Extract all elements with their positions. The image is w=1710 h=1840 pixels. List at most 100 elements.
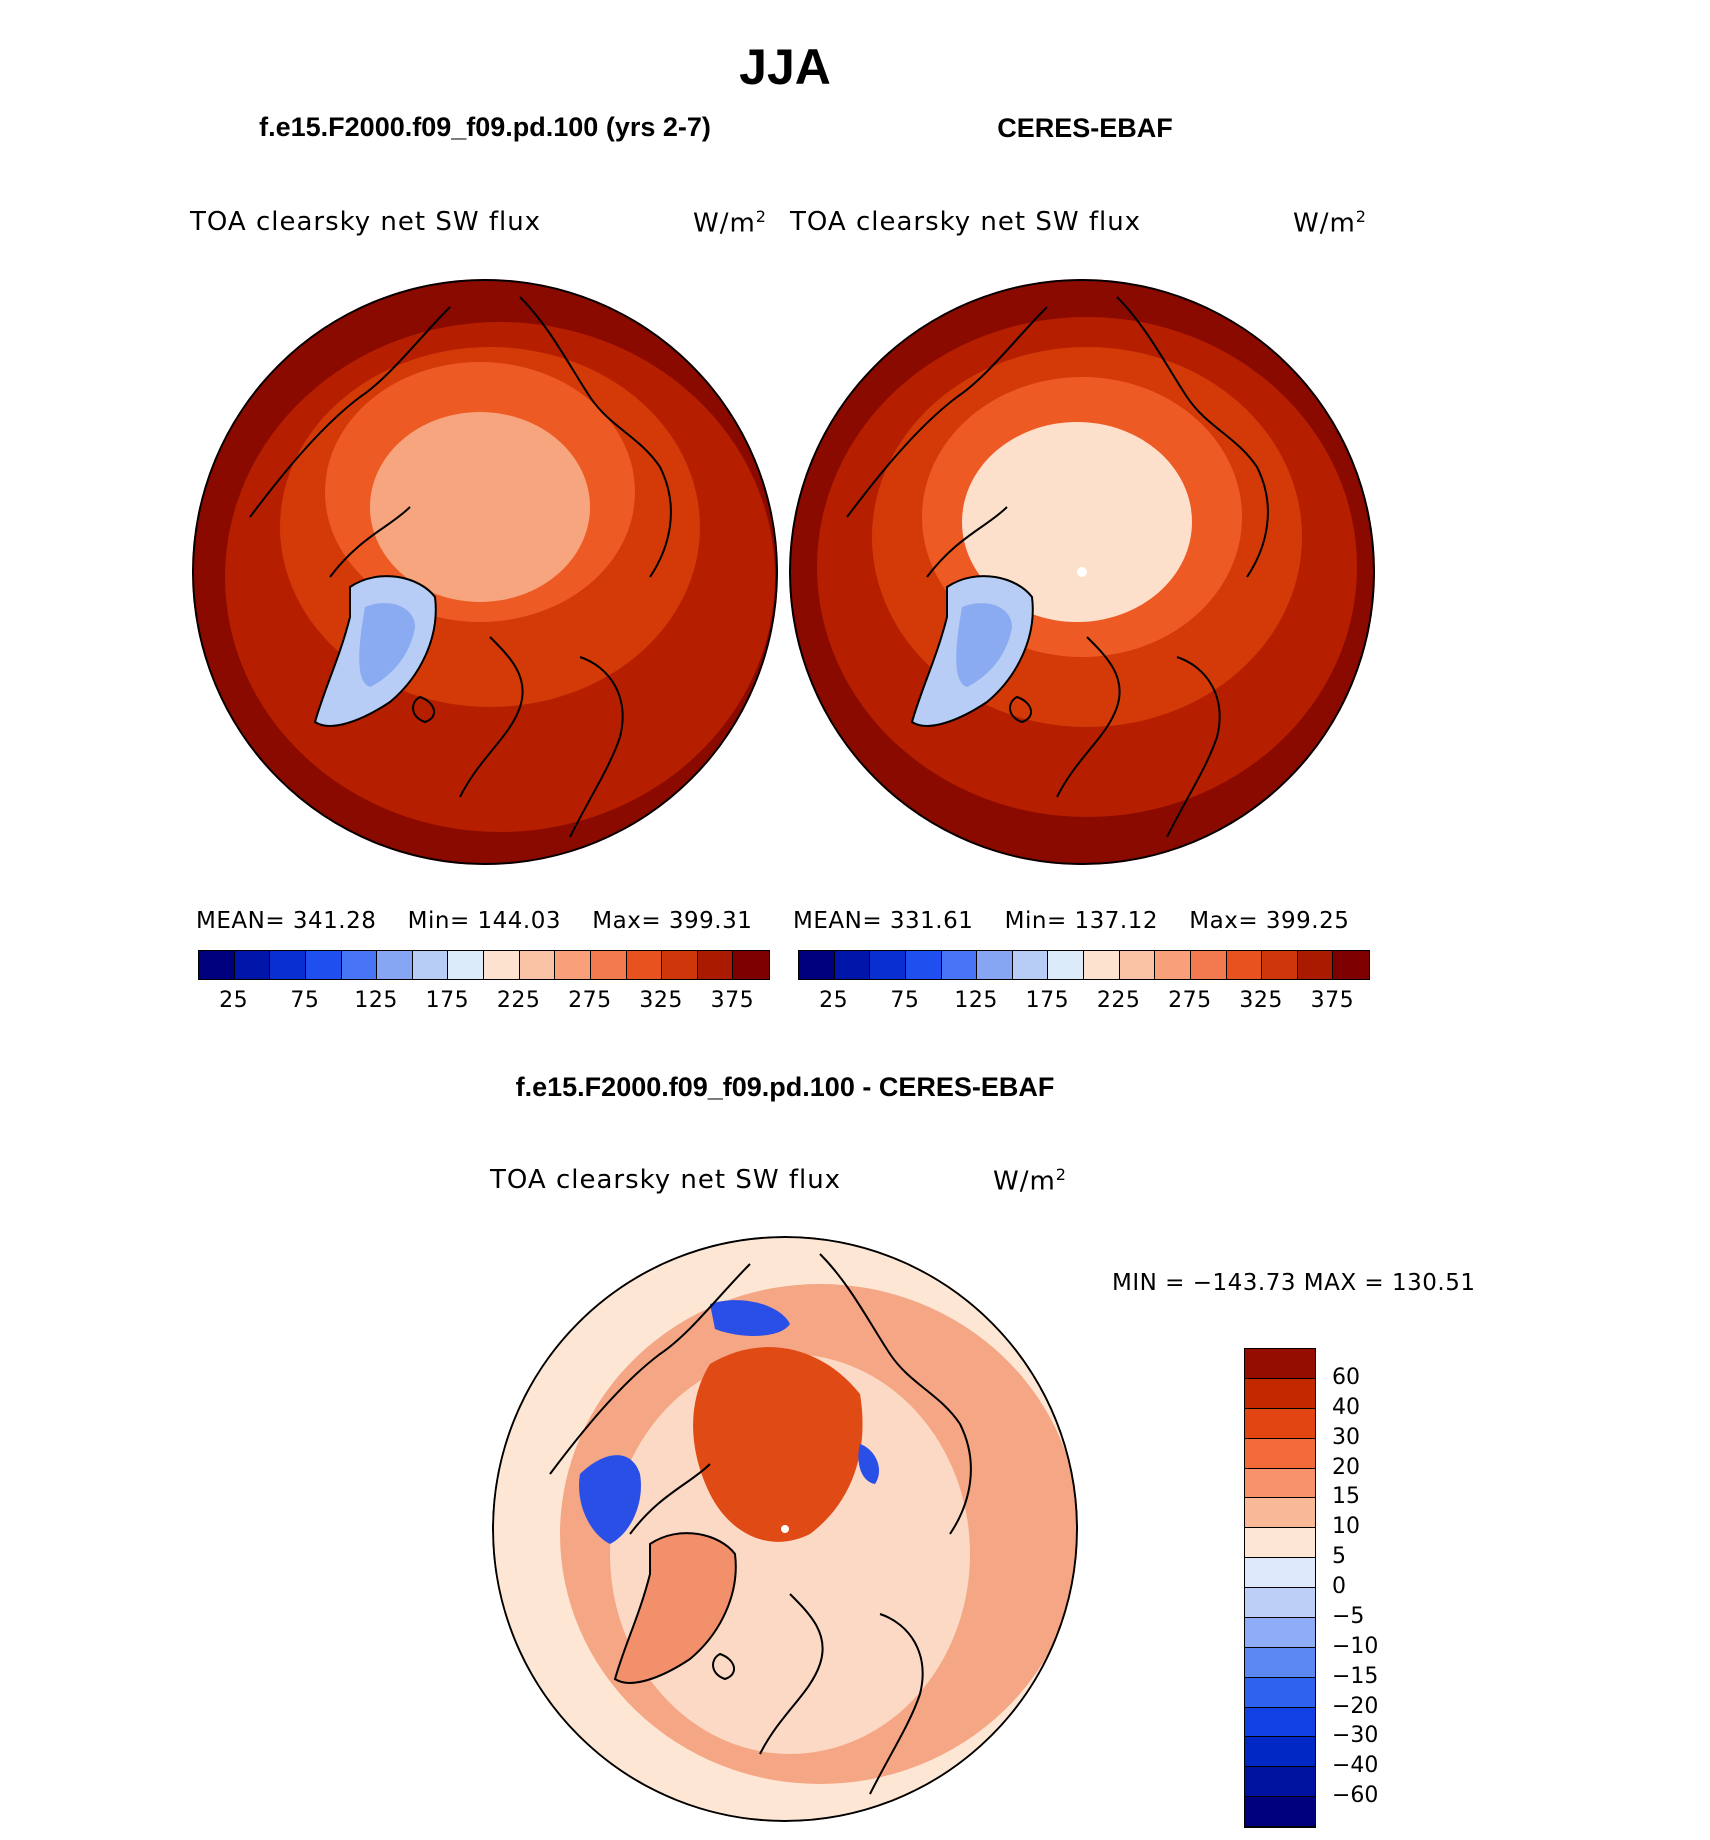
diff-colorbar-segment [1245, 1588, 1315, 1618]
figure-title: JJA [739, 39, 831, 95]
right-colorbar-segment [799, 951, 835, 979]
diff-map-siberia-negative [710, 1300, 790, 1336]
left-colorbar-segment [662, 951, 698, 979]
left-colorbar-segment [590, 951, 627, 979]
diff-colorbar-segment [1245, 1737, 1315, 1768]
right-colorbar-ticks: 25 75 125 175 225 275 325 375 [798, 988, 1370, 1018]
right-colorbar-segment [1297, 951, 1334, 979]
right-map-pole-mark [1077, 567, 1087, 577]
left-colorbar-segment [484, 951, 520, 979]
diff-colorbar-segment [1245, 1647, 1315, 1678]
left-colorbar-segment [305, 951, 342, 979]
left-panel-case-title: f.e15.F2000.f09_f09.pd.100 (yrs 2-7) [259, 112, 711, 142]
right-polar-map [789, 279, 1375, 865]
diff-colorbar-segment [1245, 1677, 1315, 1708]
diff-colorbar-tick-label: 20 [1332, 1454, 1360, 1480]
diff-units-text: W/m [993, 1166, 1056, 1197]
diff-colorbar-tick-label: −30 [1332, 1723, 1379, 1749]
left-units-text: W/m [693, 208, 756, 239]
right-stat-max: Max= 399.25 [1189, 908, 1350, 934]
diff-panel-case-title: f.e15.F2000.f09_f09.pd.100 - CERES-EBAF [515, 1072, 1055, 1102]
diff-colorbar-tick-label: 60 [1332, 1364, 1360, 1390]
left-stat-mean: MEAN= 341.28 [196, 908, 377, 934]
left-panel-units: W/m2 [693, 207, 767, 239]
right-colorbar-tick-label: 25 [819, 988, 849, 1013]
diff-colorbar-segment [1245, 1438, 1315, 1469]
left-colorbar-tick-label: 375 [710, 988, 755, 1013]
diff-map-coastlines [549, 1253, 972, 1795]
left-colorbar-segment [412, 951, 449, 979]
right-colorbar-segment [905, 951, 942, 979]
diff-colorbar-segment [1245, 1408, 1315, 1439]
diff-colorbar-segment [1245, 1528, 1315, 1559]
diff-colorbar-tick-label: 30 [1332, 1424, 1360, 1450]
right-colorbar-tick-label: 275 [1168, 988, 1212, 1013]
left-colorbar-tick-label: 275 [568, 988, 612, 1013]
right-colorbar-segment [941, 951, 978, 979]
right-colorbar-segment [1012, 951, 1049, 979]
left-colorbar-segment [234, 951, 271, 979]
diff-colorbar-tick-label: −15 [1332, 1663, 1379, 1689]
right-units-exp: 2 [1355, 207, 1367, 226]
right-colorbar-segment [1262, 951, 1298, 979]
left-colorbar-tick-label: 75 [290, 988, 320, 1013]
diff-colorbar-segment [1245, 1797, 1315, 1827]
left-map-coastlines [249, 296, 672, 838]
right-colorbar-tick-label: 325 [1239, 988, 1283, 1013]
left-panel-stats: MEAN= 341.28 Min= 144.03 Max= 399.31 [196, 908, 752, 934]
diff-map-rim [492, 1236, 1078, 1822]
diff-colorbar-ticks: 60 40 30 20 15 10 5 0 −5 −10 −15 −20 −30 −40 −60 [1332, 1348, 1392, 1828]
diff-colorbar-tick-label: −40 [1332, 1753, 1379, 1779]
left-map-arctic-ocean [370, 412, 590, 602]
right-colorbar-segment [1226, 951, 1263, 979]
left-units-exp: 2 [755, 207, 767, 226]
diff-map-archipelago-negative [579, 1455, 641, 1544]
right-colorbar-segment [1155, 951, 1191, 979]
right-colorbar-segment [977, 951, 1013, 979]
right-colorbar-tick-label: 375 [1310, 988, 1355, 1013]
diff-polar-map [492, 1236, 1078, 1822]
right-map-rim [789, 279, 1375, 865]
diff-panel-field-label: TOA clearsky net SW flux [490, 1165, 842, 1195]
left-colorbar-segment [377, 951, 413, 979]
left-colorbar-segment [448, 951, 484, 979]
right-colorbar-segment [1084, 951, 1120, 979]
left-colorbar-ticks: 25 75 125 175 225 275 325 375 [198, 988, 770, 1018]
right-stat-mean: MEAN= 331.61 [793, 908, 974, 934]
diff-colorbar-tick-label: 0 [1332, 1574, 1346, 1599]
left-colorbar-tick-label: 325 [639, 988, 683, 1013]
left-colorbar-tick-label: 25 [219, 988, 249, 1013]
left-colorbar-segment [555, 951, 591, 979]
left-colorbar-segment [270, 951, 306, 979]
right-colorbar-tick-label: 75 [890, 988, 920, 1013]
diff-colorbar-tick-label: −10 [1332, 1633, 1379, 1659]
right-panel-units: W/m2 [1293, 207, 1367, 239]
left-colorbar [198, 950, 770, 980]
left-colorbar-segment [626, 951, 663, 979]
right-map-arctic-ocean [962, 422, 1192, 622]
diff-map-pole-mark [781, 1525, 789, 1533]
left-colorbar-segment [697, 951, 734, 979]
diff-colorbar-segment [1245, 1498, 1315, 1529]
diff-colorbar-segment [1245, 1707, 1315, 1738]
diff-colorbar-tick-label: 10 [1332, 1514, 1360, 1540]
left-stat-min: Min= 144.03 [407, 908, 562, 934]
left-map-greenland-core [359, 603, 415, 687]
right-colorbar-segment [1119, 951, 1156, 979]
left-colorbar-segment [341, 951, 378, 979]
diff-colorbar-tick-label: −60 [1332, 1783, 1379, 1809]
diff-colorbar-segment [1245, 1558, 1315, 1588]
right-colorbar-segment [834, 951, 871, 979]
diff-units-exp: 2 [1055, 1165, 1067, 1184]
left-stat-max: Max= 399.31 [592, 908, 753, 934]
diff-map-arctic-positive [693, 1347, 863, 1542]
diff-colorbar-tick-label: −20 [1332, 1693, 1379, 1719]
diff-colorbar-segment [1245, 1617, 1315, 1648]
left-colorbar-tick-label: 175 [425, 988, 470, 1013]
right-colorbar-segment [1048, 951, 1084, 979]
right-colorbar-tick-label: 125 [954, 988, 998, 1013]
right-panel-field-label: TOA clearsky net SW flux [790, 207, 1142, 237]
diff-minmax-label: MIN = −143.73 MAX = 130.51 [1112, 1270, 1476, 1296]
right-map-greenland-core [956, 603, 1012, 687]
left-colorbar-tick-label: 225 [496, 988, 541, 1013]
